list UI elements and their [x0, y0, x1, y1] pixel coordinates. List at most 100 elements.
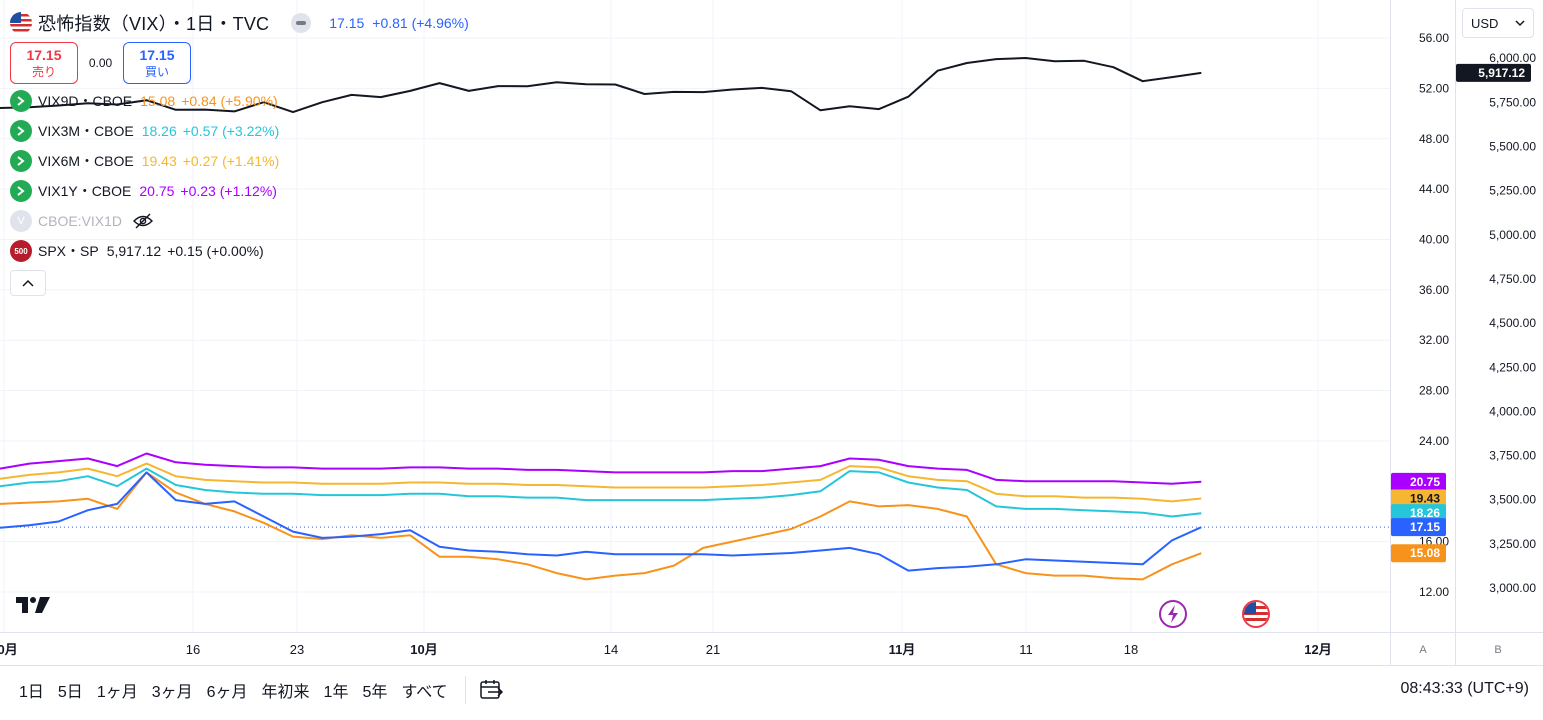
y-tick-label-right: 3,500.00	[1489, 493, 1536, 507]
price-badge-vix1y-bg	[1391, 472, 1446, 491]
series-line-vix3m	[0, 467, 1202, 518]
lightning-event-icon[interactable]	[1159, 600, 1187, 628]
legend-change: +0.15 (+0.00%)	[167, 243, 264, 259]
range-3m-button[interactable]: 3ヶ月	[151, 684, 193, 701]
price-badge-vix1y: 20.75	[1410, 475, 1440, 489]
range-1d-button[interactable]: 1日	[19, 684, 44, 701]
legend-change: +0.27 (+1.41%)	[182, 153, 280, 169]
range-5y-button[interactable]: 5年	[362, 684, 388, 701]
buy-price: 17.15	[139, 46, 175, 63]
legend-value: 18.26	[141, 123, 177, 139]
price-badge-spx-bg	[1456, 63, 1531, 82]
y-tick-label-right: 5,500.00	[1489, 140, 1536, 154]
bottom-bar-divider	[0, 665, 1543, 666]
spread-value: 0.00	[88, 56, 113, 70]
date-range-buttons: 1日 5日 1ヶ月 3ヶ月 6ヶ月 年初来 1年 5年 すべて	[12, 674, 455, 706]
symbol-title: 恐怖指数（VIX）・1日・TVC	[38, 14, 270, 34]
chevron-down-icon	[1515, 20, 1525, 27]
price-badge-vix: 17.15	[1410, 520, 1440, 534]
legend-row-spx[interactable]: 500 SPX・SP 5,917.12 +0.15 (+0.00%)	[10, 236, 469, 266]
auto-scale-label: A	[1419, 644, 1427, 656]
legend-row-vix1d-hidden[interactable]: V CBOE:VIX1D	[10, 206, 469, 236]
goto-date-icon[interactable]	[478, 678, 504, 702]
symbol-change: +0.81 (+4.96%)	[372, 15, 469, 31]
y-tick-label-left: 40.00	[1419, 232, 1449, 246]
cboe-logo-icon	[10, 180, 32, 202]
y-tick-label-left: 36.00	[1419, 283, 1449, 297]
x-tick-label: 11	[1019, 642, 1033, 657]
y-tick-label-right: 4,000.00	[1489, 404, 1536, 418]
range-ytd-button[interactable]: 年初来	[261, 684, 310, 701]
price-badge-vix-bg	[1391, 518, 1446, 537]
legend-row-vix1y[interactable]: VIX1Y・CBOE 20.75 +0.23 (+1.12%)	[10, 176, 469, 206]
y-tick-label-right: 4,250.00	[1489, 360, 1536, 374]
x-tick-label: 12月	[1304, 642, 1331, 657]
price-badge-vix6m-bg	[1391, 489, 1446, 508]
y-tick-label-right: 5,000.00	[1489, 228, 1536, 242]
legend-change: +0.23 (+1.12%)	[180, 183, 277, 199]
range-6m-button[interactable]: 6ヶ月	[206, 684, 248, 701]
currency-select[interactable]: USD	[1462, 8, 1534, 38]
x-tick-label: 10月	[0, 642, 18, 657]
y-tick-label-left: 28.00	[1419, 384, 1449, 398]
buy-button[interactable]: 17.15 買い	[123, 42, 191, 84]
legend-collapse-button[interactable]	[10, 270, 46, 296]
symbol-title-row[interactable]: 恐怖指数（VIX）・1日・TVC 17.15 +0.81 (+4.96%)	[10, 8, 469, 38]
x-tick-label: 11月	[889, 642, 916, 657]
y-tick-label-left: 44.00	[1419, 182, 1449, 196]
sp500-logo-icon: 500	[10, 240, 32, 262]
time-axis-svg: 10月 16 23 10月 14 21 11月 11 18 12月	[0, 642, 1332, 657]
legend-value: 19.43	[141, 153, 177, 169]
bottom-toolbar: 1日 5日 1ヶ月 3ヶ月 6ヶ月 年初来 1年 5年 すべて 08:43:33…	[0, 666, 1543, 714]
x-tick-label: 21	[706, 642, 720, 657]
time-axis[interactable]: 10月 16 23 10月 14 21 11月 11 18 12月	[0, 633, 1390, 665]
price-axis-vix-svg: 56.00 52.00 48.00 44.00 40.00 36.00 32.00 28.00…	[1391, 31, 1449, 599]
series-line-vix	[0, 471, 1202, 572]
y-tick-label-right: 3,250.00	[1489, 537, 1536, 551]
auto-scale-button[interactable]: A	[1413, 640, 1433, 660]
price-axis-spx-svg: 6,000.00 5,750.00 5,500.00 5,250.00 5,000.00…	[1456, 51, 1536, 595]
y-tick-label-left: 52.00	[1419, 81, 1449, 95]
cboe-logo-icon	[10, 90, 32, 112]
buy-label: 買い	[144, 64, 169, 79]
series-line-vix6m	[0, 462, 1202, 503]
cboe-logo-icon	[10, 150, 32, 172]
x-tick-label: 14	[604, 642, 618, 657]
eye-hidden-icon[interactable]	[132, 213, 154, 229]
range-all-button[interactable]: すべて	[401, 684, 448, 701]
chevron-up-icon	[22, 279, 34, 287]
x-tick-label: 23	[290, 642, 304, 657]
legend-value: 20.75	[139, 183, 175, 199]
clock-timezone[interactable]: 08:43:33 (UTC+9)	[1400, 680, 1529, 697]
y-tick-label-right: 3,000.00	[1489, 581, 1536, 595]
tradingview-logo[interactable]	[14, 594, 54, 620]
scale-settings-button[interactable]: B	[1488, 640, 1508, 660]
range-1y-button[interactable]: 1年	[323, 684, 349, 701]
legend-row-vix3m[interactable]: VIX3M・CBOE 18.26 +0.57 (+3.22%)	[10, 116, 469, 146]
price-badge-vix9d-bg	[1391, 544, 1446, 563]
market-status-icon[interactable]	[291, 13, 312, 33]
y-tick-label-left: 24.00	[1419, 434, 1449, 448]
plot-area[interactable]	[0, 0, 1390, 632]
trade-buttons: 17.15 売り 0.00 17.15 買い	[10, 42, 469, 84]
legend-symbol: VIX6M・CBOE	[38, 153, 134, 169]
sell-button[interactable]: 17.15 売り	[10, 42, 78, 84]
toolbar-divider	[464, 676, 466, 704]
us-event-flag-icon[interactable]	[1242, 600, 1270, 628]
price-badge-vix3m: 18.26	[1410, 506, 1440, 520]
y-tick-label-right: 5,750.00	[1489, 95, 1536, 109]
range-1m-button[interactable]: 1ヶ月	[96, 684, 138, 701]
legend-value: 5,917.12	[106, 243, 162, 259]
series-line-spx	[0, 57, 1202, 114]
price-axis-vix[interactable]: 56.00 52.00 48.00 44.00 40.00 36.00 32.00 28.00…	[1391, 0, 1455, 632]
us-flag-icon	[10, 12, 32, 34]
legend-row-vix9d[interactable]: VIX9D・CBOE 15.08 +0.84 (+5.90%)	[10, 86, 469, 116]
x-tick-label: 16	[186, 642, 200, 657]
range-5d-button[interactable]: 5日	[57, 684, 83, 701]
legend-row-vix6m[interactable]: VIX6M・CBOE 19.43 +0.27 (+1.41%)	[10, 146, 469, 176]
series-line-vix1y	[0, 452, 1202, 485]
price-badge-spx: 5,917.12	[1478, 66, 1525, 80]
y-tick-label-right: 5,250.00	[1489, 184, 1536, 198]
price-axis-spx[interactable]: 6,000.00 5,750.00 5,500.00 5,250.00 5,000.00…	[1456, 0, 1543, 632]
